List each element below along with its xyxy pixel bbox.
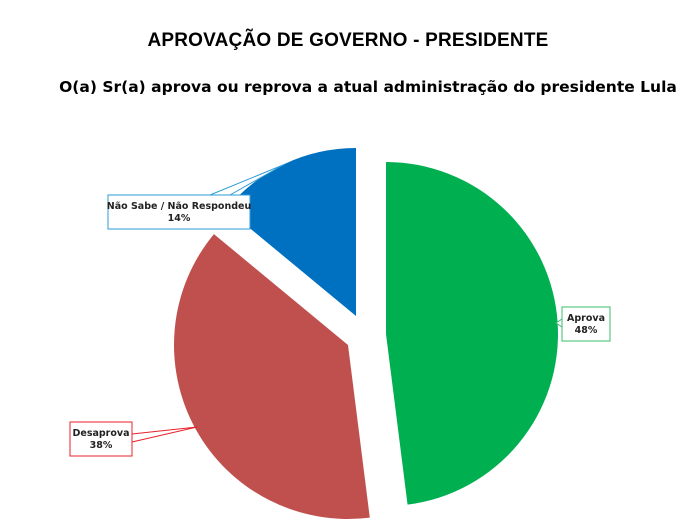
- label-value: 48%: [575, 325, 598, 336]
- pie-slices: [174, 148, 559, 519]
- pie-slice-nao-sabe: [226, 148, 356, 316]
- label-value: 14%: [168, 213, 191, 224]
- chart-subtitle: O(a) Sr(a) aprova ou reprova a atual adm…: [59, 78, 677, 96]
- label-value: 38%: [90, 440, 113, 451]
- label-category: Aprova: [567, 313, 605, 324]
- pie-slice-aprova: [386, 162, 559, 505]
- label-category: Desaprova: [72, 428, 129, 439]
- label-category: Não Sabe / Não Respondeu: [107, 201, 251, 212]
- pie-slice-desaprova: [174, 234, 370, 519]
- chart-title: APROVAÇÃO DE GOVERNO - PRESIDENTE: [147, 30, 549, 51]
